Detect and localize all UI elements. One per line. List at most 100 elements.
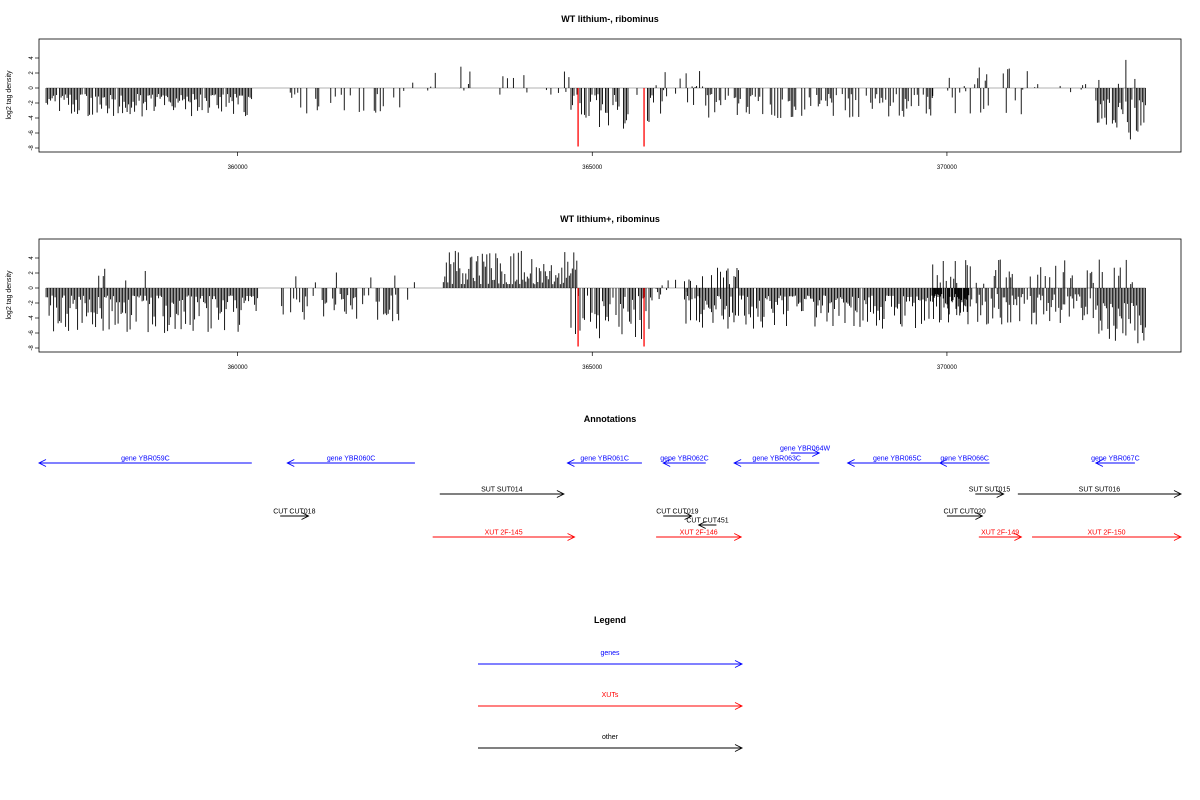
arrow-head (301, 512, 310, 520)
panel-title: WT lithium-, ribominus (561, 14, 659, 24)
annotation-feature: gepe YBR062C (660, 456, 709, 467)
x-tick-label: 370000 (937, 165, 958, 171)
legend-item: genes (478, 650, 744, 668)
annotation-feature: SUT SUT014 (439, 487, 565, 498)
annotation-feature: gene YBR065C (846, 456, 947, 467)
arrow-head (1094, 459, 1104, 467)
bar-marks (45, 59, 1146, 147)
legend-title: Legend (594, 615, 626, 625)
feature-label: gene YBR060C (327, 456, 376, 463)
arrow-head (286, 459, 295, 467)
x-tick-label: 360000 (228, 165, 249, 171)
arrow-head (567, 533, 576, 541)
y-tick-label: -6 (29, 330, 35, 336)
x-tick-label: 365000 (582, 365, 603, 371)
feature-label: SUT SUT014 (481, 487, 523, 494)
y-tick-label: -8 (29, 345, 35, 351)
y-tick-label: 2 (29, 271, 35, 275)
annotation-features: gene YBR059C gene YBR060C gene YBR061C gepe… (37, 446, 1183, 541)
feature-label: gene YBR063C (752, 456, 801, 463)
plot-frame (38, 238, 1182, 353)
feature-label: XUT 2F-146 (680, 530, 718, 537)
y-tick-label: -4 (29, 115, 35, 121)
feature-label: gene YBR059C (121, 456, 170, 463)
feature-label: XUT 2F-145 (485, 530, 523, 537)
arrow-head (733, 459, 742, 467)
legend-item: other (478, 734, 744, 752)
arrow-head (566, 459, 575, 467)
annotation-feature: XUT 2F-149 (978, 530, 1023, 541)
annotation-feature: CUT CUT451 (686, 518, 729, 529)
arrow-head (938, 459, 948, 467)
annotations-title: Annotations (584, 414, 637, 424)
arrow-head (734, 744, 744, 752)
arrow-head (975, 512, 984, 520)
annotation-feature: XUT 2F-145 (432, 530, 576, 541)
arrow-head (697, 521, 706, 529)
track-panel-lithium-plus: WT lithium+, ribominus log2 tag density … (6, 214, 1182, 371)
annotation-feature: SUT SUT015 (969, 487, 1011, 498)
arrow-head (1014, 533, 1023, 541)
annotation-feature: gene YBR066C (938, 456, 990, 467)
y-tick-label: -2 (29, 100, 35, 106)
y-tick-label: 4 (29, 56, 35, 60)
legend-items: genes XUTs other (478, 650, 744, 752)
y-tick-label: 4 (29, 256, 35, 260)
annotation-feature: gepe YBR067C (1091, 456, 1140, 467)
arrow-head (734, 533, 743, 541)
feature-label: CUT CUT451 (686, 518, 728, 525)
axes: 4 2 0 -2 -4 -6 -8 360000 365000 370000 (29, 56, 958, 171)
annotation-feature: XUT 2F-146 (656, 530, 743, 541)
legend-label: genes (600, 650, 620, 657)
arrow-head (662, 459, 671, 467)
arrow-head (1173, 490, 1183, 498)
arrow-head (846, 459, 855, 467)
annotation-feature: gene YBR061C (566, 456, 642, 467)
annotation-feature: gene YBR064W (780, 446, 830, 457)
y-tick-label: -6 (29, 130, 35, 136)
y-tick-label: -4 (29, 315, 35, 321)
y-tick-label: 2 (29, 71, 35, 75)
legend-panel: Legend genes XUTs other (478, 615, 744, 752)
y-tick-label: -2 (29, 300, 35, 306)
legend-label: XUTs (602, 692, 619, 699)
plot-frame (38, 38, 1182, 153)
track-panel-lithium-minus: WT lithium-, ribominus log2 tag density … (6, 14, 1182, 171)
annotation-feature: CUT CUT020 (944, 509, 986, 520)
legend-label: other (602, 734, 619, 741)
feature-label: gepe YBR062C (660, 456, 709, 463)
annotation-feature: gene YBR063C (733, 456, 820, 467)
arrow-head (812, 449, 821, 457)
annotation-feature: CUT CUT018 (273, 509, 316, 520)
arrow-head (734, 702, 744, 710)
arrow-head (1173, 533, 1183, 541)
annotations-panel: Annotations gene YBR059C gene YBR060C gene… (37, 414, 1183, 541)
y-tick-label: 0 (29, 86, 35, 90)
panel-title: WT lithium+, ribominus (560, 214, 660, 224)
y-tick-label: 0 (29, 286, 35, 290)
annotation-feature: XUT 2F-150 (1032, 530, 1183, 541)
y-axis-label: log2 tag density (6, 270, 13, 320)
feature-label: CUT CUT019 (656, 509, 698, 516)
annotation-feature: CUT CUT019 (656, 509, 699, 520)
feature-label: gene YBR061C (580, 456, 629, 463)
arrow-head (684, 512, 693, 520)
feature-label: XUT 2F-149 (981, 530, 1019, 537)
legend-item: XUTs (478, 692, 744, 710)
arrow-head (37, 459, 47, 467)
bar-marks (45, 250, 1146, 347)
arrow-head (734, 660, 744, 668)
arrow-head (996, 490, 1005, 498)
feature-label: CUT CUT020 (944, 509, 986, 516)
feature-label: gepe YBR067C (1091, 456, 1140, 463)
y-tick-label: -8 (29, 145, 35, 151)
axes: 4 2 0 -2 -4 -6 -8 360000 365000 370000 (29, 256, 958, 371)
feature-label: gene YBR064W (780, 446, 830, 453)
annotation-feature: SUT SUT016 (1017, 487, 1183, 498)
feature-label: SUT SUT016 (1079, 487, 1121, 494)
y-axis-label: log2 tag density (6, 70, 13, 120)
annotation-feature: gene YBR060C (286, 456, 415, 467)
x-tick-label: 365000 (582, 165, 603, 171)
feature-label: SUT SUT015 (969, 487, 1011, 494)
